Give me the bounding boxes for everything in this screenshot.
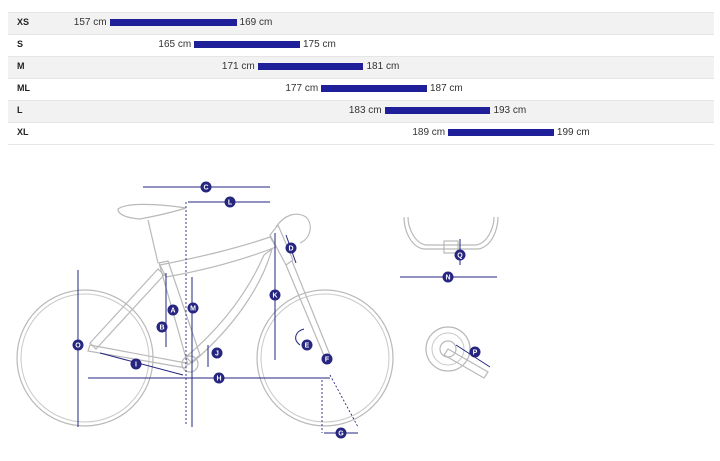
height-range-bar xyxy=(448,129,554,136)
marker-c: C xyxy=(200,181,212,193)
svg-text:M: M xyxy=(190,306,196,313)
svg-text:G: G xyxy=(338,431,344,438)
size-label: S xyxy=(17,39,24,49)
marker-h: H xyxy=(213,372,225,384)
size-row: M 171 cm 181 cm xyxy=(8,56,714,78)
marker-d: D xyxy=(285,242,297,254)
marker-k: K xyxy=(269,289,281,301)
marker-g: G xyxy=(335,427,347,439)
svg-text:J: J xyxy=(215,351,219,358)
size-label: M xyxy=(17,61,25,71)
svg-text:F: F xyxy=(325,357,330,364)
marker-q: Q xyxy=(454,249,466,261)
range-max-label: 199 cm xyxy=(556,127,590,138)
range-min-label: 165 cm xyxy=(158,39,192,50)
svg-text:N: N xyxy=(445,275,450,282)
svg-text:D: D xyxy=(288,246,293,253)
svg-text:Q: Q xyxy=(457,253,463,260)
range-max-label: 181 cm xyxy=(366,61,400,72)
range-min-label: 183 cm xyxy=(348,105,382,116)
svg-text:I: I xyxy=(135,362,137,369)
svg-text:O: O xyxy=(75,343,81,350)
range-min-label: 171 cm xyxy=(221,61,255,72)
bike-geometry-diagram: C L D K M A B O J E F I H G Q N P xyxy=(16,181,499,439)
size-row: ML 177 cm 187 cm xyxy=(8,78,714,100)
size-label: L xyxy=(17,105,23,115)
range-min-label: 189 cm xyxy=(412,127,446,138)
size-row: L 183 cm 193 cm xyxy=(8,100,714,122)
svg-text:C: C xyxy=(203,185,208,192)
marker-p: P xyxy=(469,346,481,358)
crankset-drawing xyxy=(425,326,489,379)
marker-j: J xyxy=(211,347,223,359)
size-row: S 165 cm 175 cm xyxy=(8,34,714,56)
svg-text:H: H xyxy=(216,376,221,383)
marker-m: M xyxy=(187,302,199,314)
marker-b: B xyxy=(156,321,168,333)
range-max-label: 175 cm xyxy=(303,39,336,50)
size-row: XS 157 cm 169 cm xyxy=(8,12,714,34)
range-max-label: 193 cm xyxy=(493,105,527,116)
handlebar-drawing xyxy=(403,216,499,254)
marker-n: N xyxy=(442,271,454,283)
svg-text:P: P xyxy=(473,350,478,357)
size-label: ML xyxy=(17,83,30,93)
height-range-bar xyxy=(321,85,427,92)
marker-o: O xyxy=(72,339,84,351)
height-range-bar xyxy=(194,41,300,48)
marker-f: F xyxy=(321,353,333,365)
range-min-label: 157 cm xyxy=(73,17,107,28)
range-max-label: 169 cm xyxy=(239,17,273,28)
range-max-label: 187 cm xyxy=(429,83,463,94)
marker-i: I xyxy=(130,358,142,370)
svg-text:L: L xyxy=(228,200,233,207)
height-range-bar xyxy=(257,63,364,70)
size-label: XL xyxy=(17,127,29,137)
range-min-label: 177 cm xyxy=(285,83,319,94)
svg-text:A: A xyxy=(170,308,175,315)
size-row: XL 189 cm 199 cm xyxy=(8,122,714,145)
marker-l: L xyxy=(224,196,236,208)
height-range-bar xyxy=(384,107,491,114)
size-label: XS xyxy=(17,17,30,27)
marker-a: A xyxy=(167,304,179,316)
svg-text:E: E xyxy=(305,343,310,350)
size-chart: XS 157 cm 169 cm S 165 cm 175 cm M 171 cm 181 cm… xyxy=(8,12,714,145)
svg-text:B: B xyxy=(159,325,164,332)
height-range-bar xyxy=(109,19,237,26)
dimension-markers: C L D K M A B O J E F I H G Q N P xyxy=(72,181,481,439)
marker-e: E xyxy=(301,339,313,351)
bike-frame-drawing xyxy=(16,203,394,427)
svg-text:K: K xyxy=(272,293,277,300)
